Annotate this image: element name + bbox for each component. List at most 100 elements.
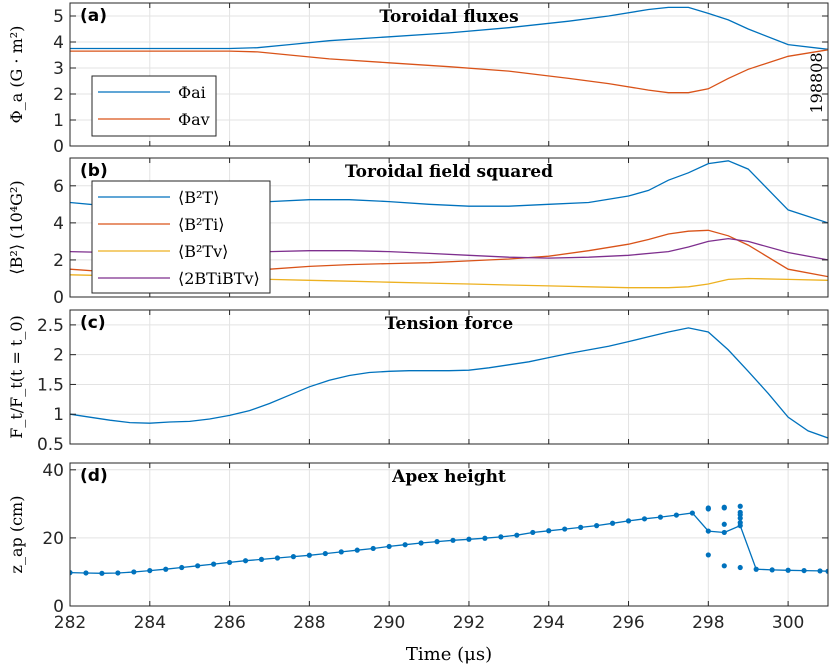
data-point bbox=[386, 543, 392, 550]
y-tick-label: 40 bbox=[42, 461, 64, 481]
data-point bbox=[785, 567, 791, 573]
data-point bbox=[801, 567, 807, 574]
panel-title: Tension force bbox=[385, 314, 513, 334]
panel-title: Toroidal fluxes bbox=[379, 7, 518, 27]
series-group bbox=[70, 327, 828, 439]
data-point bbox=[498, 534, 504, 540]
series-line-1 bbox=[70, 327, 828, 439]
data-point bbox=[562, 526, 568, 532]
data-point bbox=[163, 566, 169, 572]
panel-b-toroidal-field-squared: 0 2 4 6 (b) Toroidal field squared ⟨B²⟩ (10⁴G²… bbox=[7, 157, 829, 308]
data-point bbox=[290, 554, 297, 560]
legend-box bbox=[91, 180, 271, 294]
data-point bbox=[514, 532, 520, 538]
y-tick-label: 0 bbox=[53, 597, 64, 617]
data-point bbox=[530, 529, 536, 536]
legend-entry: ⟨B²T⟩ bbox=[178, 188, 219, 207]
data-point bbox=[274, 555, 281, 561]
y-tick-label: 4 bbox=[53, 33, 64, 53]
data-point bbox=[594, 523, 600, 529]
data-point bbox=[99, 570, 105, 576]
panel-title: Apex height bbox=[391, 467, 506, 487]
panel-label: (b) bbox=[80, 161, 108, 181]
y-tick-label: 4 bbox=[53, 214, 64, 234]
y-axis-label: ⟨B²⟩ (10⁴G²) bbox=[7, 180, 26, 274]
x-axis-label: Time (μs) bbox=[406, 644, 492, 665]
x-tick-label: 292 bbox=[453, 613, 485, 633]
axes-box bbox=[69, 462, 829, 607]
panel-a-toroidal-fluxes: 0 1 2 3 4 5 (a) Toroidal fluxes Φ_a (G · m²) 1988… bbox=[7, 2, 829, 157]
data-point bbox=[322, 550, 328, 557]
data-point bbox=[242, 558, 249, 564]
y-tick-label: 1.5 bbox=[37, 375, 64, 395]
y-axis-label: Φ_a (G · m²) bbox=[7, 26, 26, 124]
y-tick-label: 0 bbox=[53, 288, 64, 308]
y-tick-label: 6 bbox=[53, 177, 64, 197]
x-tick-label: 290 bbox=[373, 613, 405, 633]
data-point bbox=[338, 549, 344, 555]
scatter-point bbox=[737, 519, 743, 526]
scatter-point bbox=[737, 509, 743, 515]
ticks: 0 2 4 6 bbox=[53, 158, 828, 308]
x-tick-label: 298 bbox=[692, 613, 724, 633]
shot-number-annotation: 198808 bbox=[807, 52, 826, 113]
x-tick-label: 300 bbox=[772, 613, 804, 633]
series-line-2 bbox=[70, 49, 828, 94]
data-point bbox=[769, 567, 775, 573]
data-point bbox=[450, 537, 456, 543]
panel-label: (c) bbox=[80, 313, 106, 333]
axes-box bbox=[69, 2, 829, 147]
data-point bbox=[817, 568, 823, 574]
data-point bbox=[226, 559, 233, 566]
ticks: 0 1 2 3 4 5 bbox=[53, 3, 828, 157]
panel-title: Toroidal field squared bbox=[345, 162, 553, 182]
data-point bbox=[721, 529, 727, 536]
data-point bbox=[657, 514, 664, 520]
panel-c-tension-force: 0.5 1 1.5 2 2.5 (c) Tension force F_t/F_t(t = t… bbox=[7, 309, 829, 455]
panel-d-apex-height: 0 20 40 282 284 286 288 290 292 294 296 298 300 (d) Ap… bbox=[7, 461, 829, 633]
x-tick-label: 294 bbox=[533, 613, 565, 633]
y-tick-label: 2 bbox=[53, 346, 64, 366]
data-point bbox=[546, 528, 552, 534]
series-group bbox=[70, 6, 828, 94]
x-tick-label: 282 bbox=[54, 613, 86, 633]
data-point bbox=[131, 569, 137, 575]
scatter-point bbox=[737, 564, 743, 571]
data-point bbox=[482, 535, 488, 541]
y-tick-label: 20 bbox=[42, 529, 64, 549]
data-point bbox=[625, 518, 632, 524]
y-tick-label: 1 bbox=[53, 405, 64, 425]
y-tick-label: 3 bbox=[53, 59, 64, 79]
y-axis-label: F_t/F_t(t = t_0) bbox=[7, 315, 26, 439]
scatter-point bbox=[721, 563, 727, 569]
data-point bbox=[434, 539, 440, 545]
data-point bbox=[753, 566, 759, 572]
data-point bbox=[689, 510, 695, 516]
panel-label: (d) bbox=[80, 466, 108, 486]
legend-entry: Φav bbox=[178, 110, 210, 129]
data-point bbox=[306, 552, 312, 558]
scatter-point bbox=[721, 521, 727, 527]
legend-box bbox=[91, 75, 217, 137]
axes-box bbox=[69, 309, 829, 445]
data-point bbox=[825, 568, 828, 574]
x-tick-label: 288 bbox=[293, 613, 325, 633]
legend-entry: ⟨B²Tv⟩ bbox=[178, 242, 228, 261]
y-axis-label: z_ap (cm) bbox=[7, 496, 26, 574]
data-point bbox=[641, 516, 648, 522]
scatter-point bbox=[737, 503, 743, 509]
ticks: 0.5 1 1.5 2 2.5 bbox=[37, 310, 828, 455]
axes-box bbox=[69, 157, 829, 298]
x-tick-label: 284 bbox=[134, 613, 166, 633]
data-point bbox=[179, 564, 185, 571]
y-tick-label: 2 bbox=[53, 251, 64, 271]
data-point bbox=[673, 512, 680, 518]
x-tick-label: 296 bbox=[612, 613, 644, 633]
series-line-1 bbox=[70, 6, 828, 50]
data-point bbox=[195, 563, 201, 569]
plot-area bbox=[70, 463, 828, 606]
legend-entry: ⟨B²Ti⟩ bbox=[178, 215, 224, 234]
data-point bbox=[609, 520, 616, 526]
data-point bbox=[258, 556, 265, 562]
